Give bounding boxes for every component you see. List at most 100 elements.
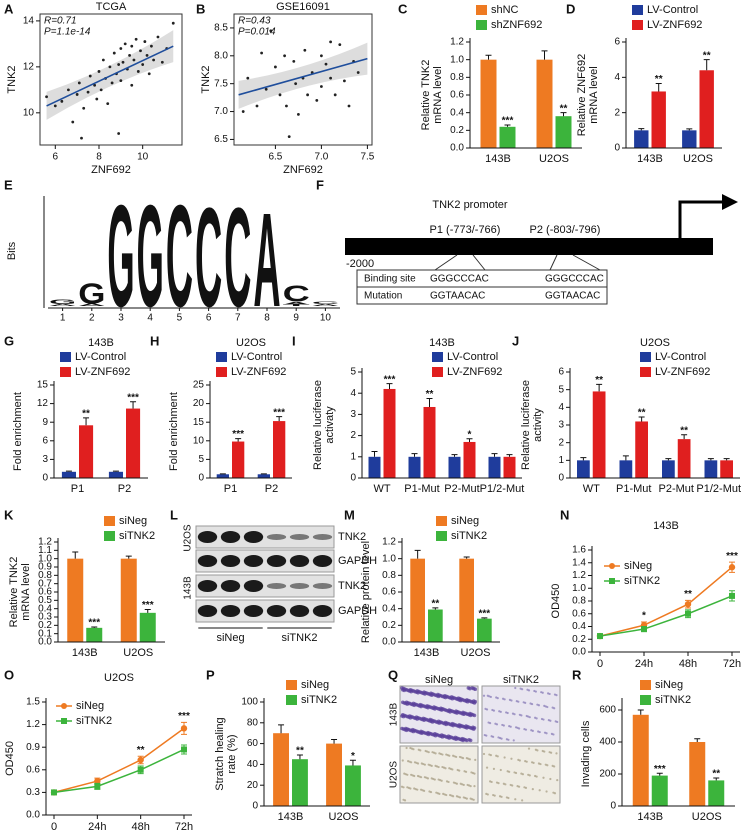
cell	[412, 703, 417, 708]
error-bar	[466, 438, 473, 442]
cell	[468, 686, 472, 691]
bar	[477, 618, 492, 642]
y-tick-label: 0.1	[38, 628, 52, 639]
cell	[451, 723, 455, 728]
cell	[546, 764, 549, 767]
cell	[492, 709, 496, 712]
cell	[500, 795, 503, 798]
x-tick-label: U2OS	[692, 811, 722, 823]
error-bar	[703, 59, 710, 71]
bar	[292, 759, 308, 806]
cell	[511, 784, 514, 787]
bar	[108, 471, 123, 478]
cell	[448, 710, 452, 714]
blot-band	[266, 534, 287, 540]
cell	[485, 766, 489, 769]
significance: ***	[232, 429, 244, 440]
panel-letter: E	[4, 177, 13, 192]
panel-letter: K	[4, 507, 14, 522]
column-label: siNeg	[425, 674, 453, 686]
x-axis-label: ZNF692	[283, 164, 323, 176]
point	[99, 88, 103, 92]
bar	[536, 59, 553, 148]
cell	[524, 728, 528, 731]
y-tick-label: 0.0	[38, 637, 52, 648]
series-line	[53, 748, 185, 794]
marker	[94, 783, 101, 790]
significance: **	[712, 769, 720, 780]
y-axis-label: activity	[532, 408, 544, 442]
site-label: P2 (-803/-796)	[530, 224, 601, 236]
y-tick-label: 200	[599, 769, 616, 780]
point	[130, 44, 134, 48]
y-axis-label: mRNA level	[20, 563, 32, 620]
y-tick-label: 4	[558, 402, 564, 413]
point	[121, 60, 125, 64]
point	[241, 110, 245, 113]
cell	[517, 727, 521, 730]
error-bar	[638, 416, 645, 422]
cell	[506, 711, 509, 715]
panel-letter: L	[170, 507, 178, 522]
point	[143, 40, 147, 43]
x-tick-label: 8	[96, 152, 102, 163]
bar	[459, 558, 474, 642]
significance: **	[638, 408, 646, 419]
error-bar	[485, 54, 492, 60]
cell	[433, 778, 436, 781]
mutation-seq: GGTAACAC	[545, 291, 600, 302]
x-tick-label: WT	[583, 483, 600, 495]
cell	[543, 750, 546, 753]
cell	[489, 722, 492, 725]
y-tick-label: 4	[350, 388, 356, 399]
y-axis-label: OD450	[550, 584, 562, 619]
y-tick-label: 0.6	[382, 587, 396, 598]
legend-label: LV-ZNF692	[655, 366, 710, 378]
legend-label: LV-Control	[655, 351, 706, 363]
bar	[632, 714, 649, 806]
point	[95, 97, 99, 101]
cell	[528, 716, 531, 719]
group-label: U2OS	[183, 524, 194, 552]
logo-letter: A	[312, 303, 339, 306]
confidence-band	[238, 42, 368, 109]
y-tick-label: 1.2	[382, 537, 396, 548]
point	[292, 59, 296, 63]
cell	[492, 767, 496, 770]
cell	[439, 708, 444, 712]
panel-letter: J	[512, 333, 519, 348]
bar	[326, 743, 342, 806]
cell	[433, 707, 437, 711]
bar	[86, 627, 103, 642]
x-tick-label: 72h	[175, 821, 193, 833]
legend-marker	[609, 578, 615, 584]
blot-band	[220, 555, 241, 567]
y-tick-label: 14	[23, 16, 35, 27]
legend-marker	[61, 703, 67, 709]
y-tick-label: 12	[23, 62, 35, 73]
legend-marker	[609, 563, 615, 569]
marker	[728, 564, 736, 571]
cell	[452, 795, 455, 798]
cell	[445, 793, 448, 797]
y-axis-label: activaty	[324, 406, 336, 444]
cell	[458, 724, 462, 729]
cell	[521, 799, 524, 802]
point	[108, 65, 112, 69]
blot-band	[289, 555, 310, 567]
panel-letter: F	[316, 177, 324, 192]
point	[171, 21, 175, 25]
error-bar	[144, 609, 151, 613]
logo-letter: A	[49, 303, 76, 306]
x-tick-label: 6	[206, 313, 212, 324]
x-tick-label: 10	[320, 313, 332, 324]
binding-seq: GGGCCCAC	[430, 274, 489, 285]
error-bar	[560, 112, 567, 117]
cell	[512, 739, 515, 742]
blot-band	[197, 605, 218, 617]
cell	[530, 702, 534, 706]
point	[255, 104, 259, 108]
error-bar	[235, 438, 242, 442]
axes	[591, 546, 740, 653]
y-tick-label: 2	[558, 437, 564, 448]
